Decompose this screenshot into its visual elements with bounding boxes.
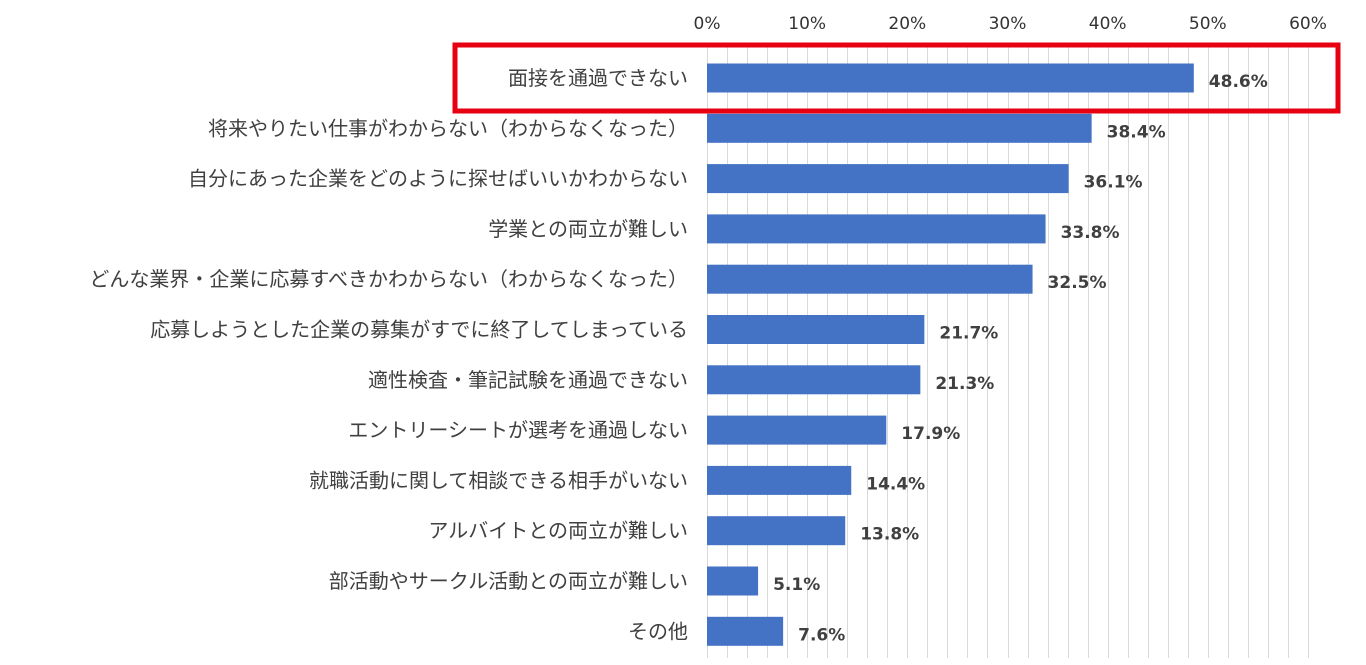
bar <box>707 264 1033 294</box>
data-labels: 48.6% 38.4% 36.1% 33.8% 32.5% 21.7% 21.3% 17.9%… <box>773 72 1268 645</box>
bar <box>707 415 887 445</box>
bar <box>707 214 1046 244</box>
data-label: 7.6% <box>798 625 845 645</box>
category-label: 自分にあった企業をどのように探せばいいかわからない <box>188 167 688 191</box>
x-tick-label: 40% <box>1089 14 1127 34</box>
category-label: 学業との両立が難しい <box>488 217 688 241</box>
x-axis-ticks: 0% 10% 20% 30% 40% 50% 60% <box>694 14 1327 34</box>
bar <box>707 465 852 495</box>
bar <box>707 566 759 596</box>
data-label: 48.6% <box>1209 72 1268 92</box>
data-label: 32.5% <box>1048 273 1107 293</box>
gridlines <box>707 44 1309 658</box>
category-label: 部活動やサークル活動との両立が難しい <box>329 569 688 593</box>
data-label: 38.4% <box>1107 122 1166 142</box>
data-label: 21.7% <box>939 324 998 344</box>
category-label: どんな業界・企業に応募すべきかわからない（わからなくなった） <box>89 267 688 291</box>
x-tick-label: 60% <box>1289 14 1327 34</box>
data-label: 36.1% <box>1084 173 1143 193</box>
highlight-box <box>452 42 1341 114</box>
bar <box>707 315 925 344</box>
data-label: 33.8% <box>1061 223 1120 243</box>
highlight-layer <box>452 42 1341 114</box>
data-label: 5.1% <box>773 575 820 595</box>
data-label: 21.3% <box>935 374 994 394</box>
category-label: エントリーシートが選考を通過しない <box>348 418 688 442</box>
category-label: その他 <box>628 619 688 643</box>
data-label: 14.4% <box>866 474 925 494</box>
category-label: 面接を通過できない <box>508 66 688 90</box>
category-label: 応募しようとした企業の募集がすでに終了してしまっている <box>150 318 688 342</box>
bar <box>707 164 1069 194</box>
x-tick-label: 10% <box>788 14 826 34</box>
category-label: 適性検査・筆記試験を通過できない <box>368 368 688 392</box>
bars <box>707 63 1194 646</box>
data-label: 17.9% <box>901 424 960 444</box>
category-label: アルバイトとの両立が難しい <box>428 519 688 543</box>
category-label: 就職活動に関して相談できる相手がいない <box>309 468 688 492</box>
x-tick-label: 20% <box>888 14 926 34</box>
bar <box>707 113 1092 143</box>
bar <box>707 63 1194 93</box>
category-label: 将来やりたい仕事がわからない（わからなくなった） <box>208 116 688 140</box>
x-tick-label: 30% <box>989 14 1027 34</box>
bar <box>707 365 921 395</box>
x-tick-label: 50% <box>1189 14 1227 34</box>
bar <box>707 616 784 646</box>
x-tick-label: 0% <box>694 14 721 34</box>
data-label: 13.8% <box>860 525 919 545</box>
bar <box>707 516 846 546</box>
